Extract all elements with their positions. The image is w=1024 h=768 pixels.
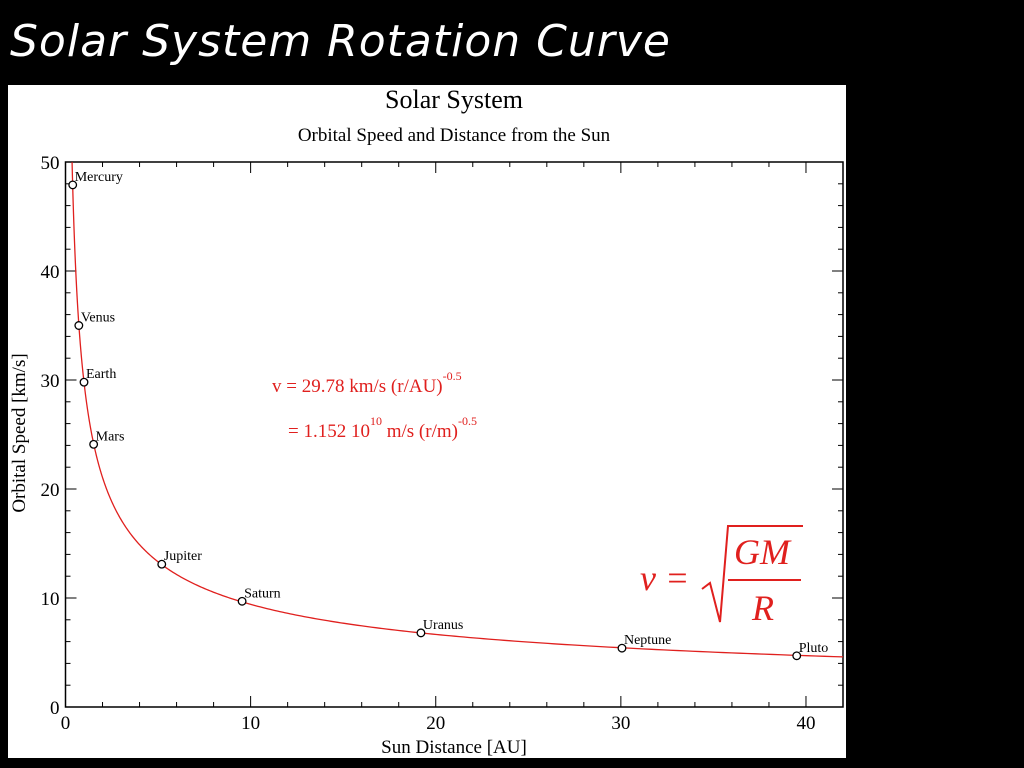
- planet-point: [157, 559, 167, 569]
- chart-panel: Solar System Orbital Speed and Distance …: [8, 85, 846, 758]
- planet-point: [792, 651, 802, 661]
- planet-label: Venus: [81, 311, 115, 326]
- x-tick-label: 40: [796, 713, 815, 734]
- orbital-speed-chart: Solar System Orbital Speed and Distance …: [9, 85, 844, 758]
- planet-label: Mars: [96, 429, 125, 444]
- planet-point: [68, 180, 78, 190]
- sqrt-sign: [701, 525, 803, 623]
- y-tick-label: 50: [41, 153, 60, 174]
- planet-label: Neptune: [624, 633, 671, 648]
- planet-points: Mercury Venus Earth Mars Jupiter Saturn Uranus…: [68, 170, 829, 661]
- x-tick-label: 0: [61, 713, 71, 734]
- plot-frame: [64, 161, 844, 708]
- fit-curve: [71, 162, 844, 658]
- x-tick-label: 10: [241, 713, 260, 734]
- fit-formula-line-1: v = 29.78 km/s (r/AU)-0.5: [272, 369, 462, 397]
- fit-formula-line-2: = 1.152 1010 m/s (r/m)-0.5: [288, 414, 477, 442]
- planet-point: [79, 377, 89, 387]
- planet-label: Earth: [86, 367, 116, 382]
- planet-point: [74, 321, 84, 330]
- planet-label: Mercury: [75, 170, 123, 185]
- tick-labels: 0 10 20 30 40 0 10 20 30 40 50: [41, 153, 816, 734]
- planet-point: [416, 628, 426, 638]
- chart-title: Solar System: [385, 85, 523, 114]
- planet-point: [89, 439, 99, 449]
- x-tick-label: 20: [426, 713, 445, 734]
- planet-label: Uranus: [423, 618, 463, 633]
- y-tick-label: 10: [41, 589, 60, 610]
- axis-ticks: [65, 161, 844, 708]
- slide-title: Solar System Rotation Curve: [10, 16, 671, 67]
- y-tick-label: 0: [50, 698, 60, 719]
- y-axis-label: Orbital Speed [km/s]: [9, 353, 30, 512]
- planet-label: Jupiter: [164, 549, 202, 564]
- formula-denominator: R: [751, 588, 774, 628]
- chart-subtitle: Orbital Speed and Distance from the Sun: [298, 125, 611, 146]
- planet-point: [617, 643, 627, 653]
- y-tick-label: 30: [41, 371, 60, 392]
- x-tick-label: 30: [611, 713, 630, 734]
- planet-point: [237, 596, 247, 606]
- physics-formula: v = GM R: [640, 525, 803, 628]
- x-axis-label: Sun Distance [AU]: [381, 737, 527, 758]
- y-tick-label: 20: [41, 480, 60, 501]
- y-tick-label: 40: [41, 262, 60, 283]
- planet-label: Saturn: [244, 586, 281, 601]
- planet-label: Pluto: [799, 641, 829, 656]
- formula-lhs: v =: [640, 558, 689, 598]
- formula-numerator: GM: [734, 532, 792, 572]
